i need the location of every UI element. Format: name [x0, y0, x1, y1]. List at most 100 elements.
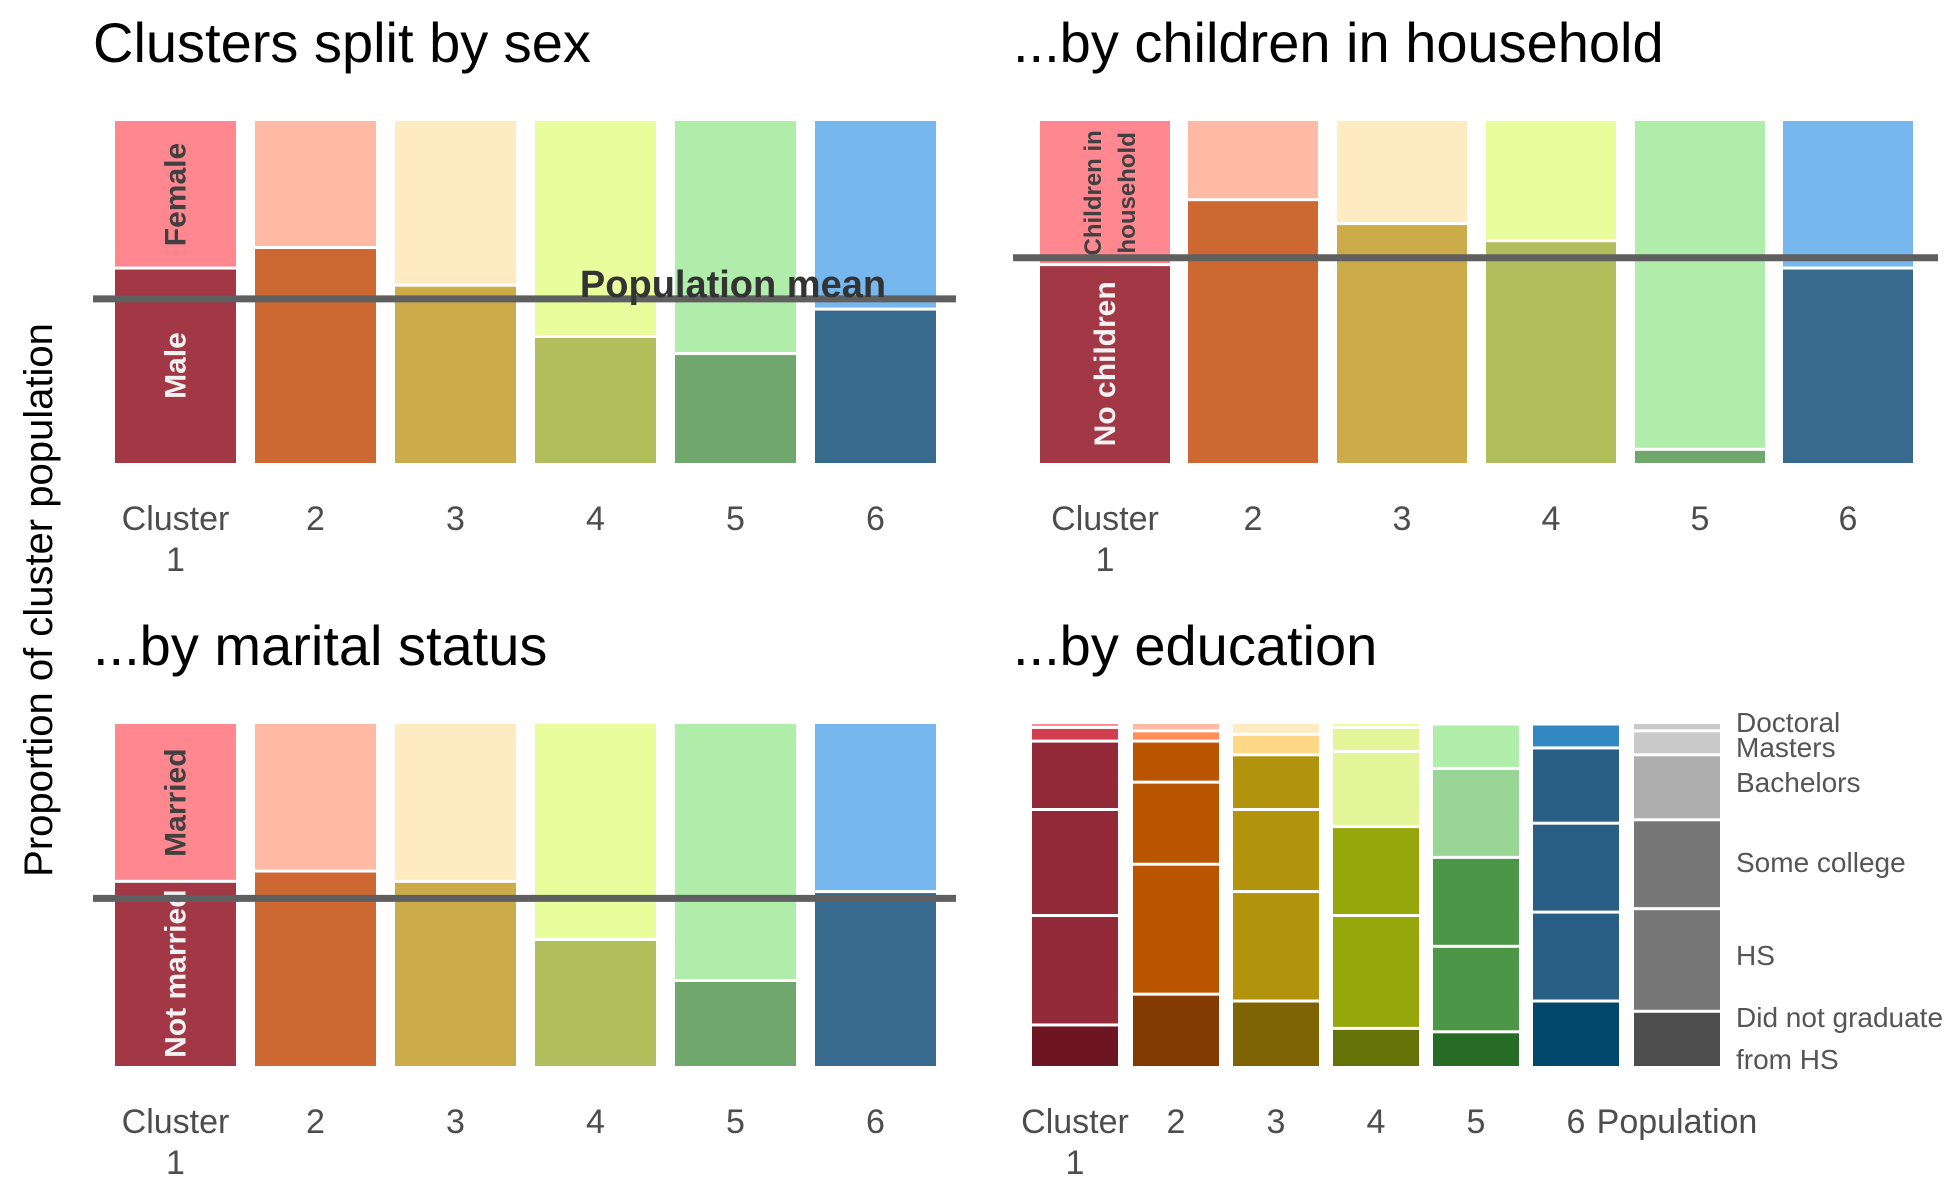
bar-segment	[1333, 1029, 1419, 1066]
bar-segment	[115, 724, 236, 880]
bar-segment	[1032, 811, 1118, 915]
legend-label: Masters	[1736, 732, 1836, 763]
bar-segment	[1032, 1026, 1118, 1066]
bar-segment	[675, 355, 796, 463]
x-tick-label: 2	[1167, 1103, 1186, 1141]
annotation-label: Population mean	[580, 264, 886, 306]
bar-segment	[1433, 947, 1519, 1031]
bar-segment	[1032, 742, 1118, 808]
bar-segment	[395, 724, 516, 880]
bar-segment	[115, 882, 236, 1066]
bar-segment	[1133, 783, 1219, 863]
legend-label: Doctoral	[1736, 707, 1840, 738]
segment-label: No children	[1089, 281, 1122, 446]
bar-segment	[1635, 121, 1765, 448]
bar-segment	[1333, 724, 1419, 726]
panel-title: ...by children in household	[1013, 11, 1664, 74]
bar-segment	[1040, 266, 1170, 463]
bar-segment	[1032, 917, 1118, 1024]
bar-segment	[1333, 728, 1419, 750]
x-tick-label: 4	[1542, 500, 1561, 538]
bar-segment	[535, 724, 656, 938]
bar-segment	[255, 121, 376, 247]
x-tick-label: 5	[726, 500, 745, 538]
x-tick-label: Cluster 1	[122, 500, 230, 579]
bar-segment	[1133, 995, 1219, 1066]
bar-segment	[1333, 917, 1419, 1027]
bar-segment	[675, 121, 796, 353]
x-tick-label: 3	[1267, 1103, 1286, 1141]
segment-label: Married	[160, 748, 193, 856]
bar-segment	[1233, 893, 1319, 1000]
x-tick-label: Cluster 1	[1021, 1103, 1129, 1182]
bar-segment	[255, 249, 376, 463]
bar-segment	[395, 286, 516, 463]
panel-1: Clusters split by sex Cluster 1 2 3 4 5 6 Male Fe…	[93, 11, 956, 579]
bar-segment	[1233, 756, 1319, 808]
bar-segment	[1032, 724, 1118, 726]
bar-segment	[1486, 242, 1616, 463]
bar-segment	[1634, 821, 1720, 908]
bar-segment	[1634, 732, 1720, 754]
bar-segment	[1233, 735, 1319, 754]
bar-segment	[1634, 910, 1720, 1010]
bar-segment	[815, 121, 936, 308]
bar-segment	[1433, 1033, 1519, 1066]
bar-segment	[675, 724, 796, 979]
bar-segment	[1032, 728, 1118, 740]
bar-segment	[1188, 121, 1318, 199]
bar-segment	[1433, 725, 1519, 767]
y-axis-label: Proportion of cluster population	[17, 323, 61, 877]
bar-segment	[395, 121, 516, 284]
bar-segment	[1783, 269, 1913, 463]
bar-segment	[1233, 811, 1319, 891]
bar-segment	[1040, 121, 1170, 264]
bar-segment	[1635, 450, 1765, 463]
x-tick-label: Population	[1597, 1103, 1758, 1141]
legend-label: HS	[1736, 940, 1775, 971]
segment-label: Male	[160, 332, 193, 399]
panel-4: ...by education Cluster 1 2 3 4 5 6 Population Do…	[1013, 614, 1943, 1182]
x-tick-label: Cluster 1	[122, 1103, 230, 1182]
legend-label: Some college	[1736, 847, 1906, 878]
x-tick-label: 2	[306, 1103, 325, 1141]
panels: Clusters split by sex Cluster 1 2 3 4 5 6 Male Fe…	[93, 11, 1943, 1182]
x-tick-label: 6	[866, 500, 885, 538]
panel-3: ...by marital status Cluster 1 2 3 4 5 6 Not mar…	[93, 614, 956, 1182]
bar-segment	[1133, 742, 1219, 781]
bar-segment	[1533, 725, 1619, 747]
bar-segment	[255, 724, 376, 870]
bar-segment	[1533, 913, 1619, 1000]
segment-label: Not married	[160, 889, 193, 1057]
x-tick-label: 4	[1367, 1103, 1386, 1141]
x-tick-label: Cluster 1	[1051, 500, 1159, 579]
bar-segment	[1188, 201, 1318, 463]
bar-segment	[1133, 865, 1219, 993]
bar-segment	[1533, 749, 1619, 822]
panel-title: ...by education	[1013, 614, 1377, 677]
bar-segment	[815, 310, 936, 463]
bar-segment	[815, 893, 936, 1066]
bar-segment	[1337, 121, 1467, 223]
x-tick-label: 4	[586, 500, 605, 538]
x-tick-label: 6	[866, 1103, 885, 1141]
panel-title: ...by marital status	[93, 614, 547, 677]
bar-segment	[1337, 225, 1467, 463]
x-tick-label: 6	[1567, 1103, 1586, 1141]
bar-segment	[1433, 858, 1519, 945]
x-tick-label: 6	[1839, 500, 1858, 538]
bar-segment	[1486, 121, 1616, 240]
bar-segment	[395, 882, 516, 1066]
bar-segment	[255, 872, 376, 1066]
bar-segment	[1333, 752, 1419, 826]
legend-label: Did not graduate from HS	[1736, 1002, 1943, 1075]
bar-segment	[1233, 724, 1319, 733]
bar-segment	[1133, 732, 1219, 740]
bar-segment	[535, 337, 656, 463]
bar-segment	[1634, 724, 1720, 730]
x-tick-label: 5	[726, 1103, 745, 1141]
panel-2: ...by children in household Cluster 1 2 3 4 5 6…	[1013, 11, 1938, 579]
bar-segment	[1133, 724, 1219, 730]
bar-segment	[1233, 1002, 1319, 1066]
